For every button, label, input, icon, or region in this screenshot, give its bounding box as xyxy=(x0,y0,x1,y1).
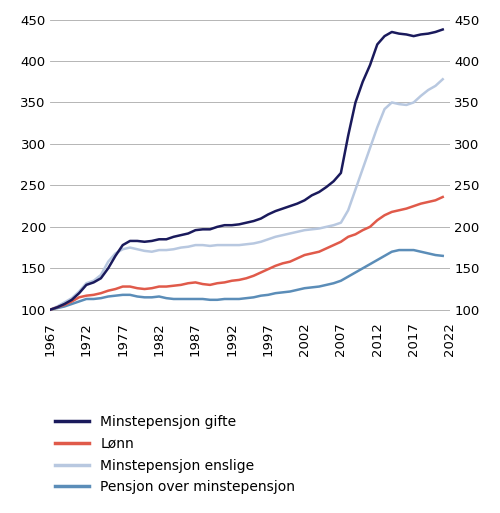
Legend: Minstepensjon gifte, Lønn, Minstepensjon enslige, Pensjon over minstepensjon: Minstepensjon gifte, Lønn, Minstepensjon… xyxy=(49,410,301,500)
